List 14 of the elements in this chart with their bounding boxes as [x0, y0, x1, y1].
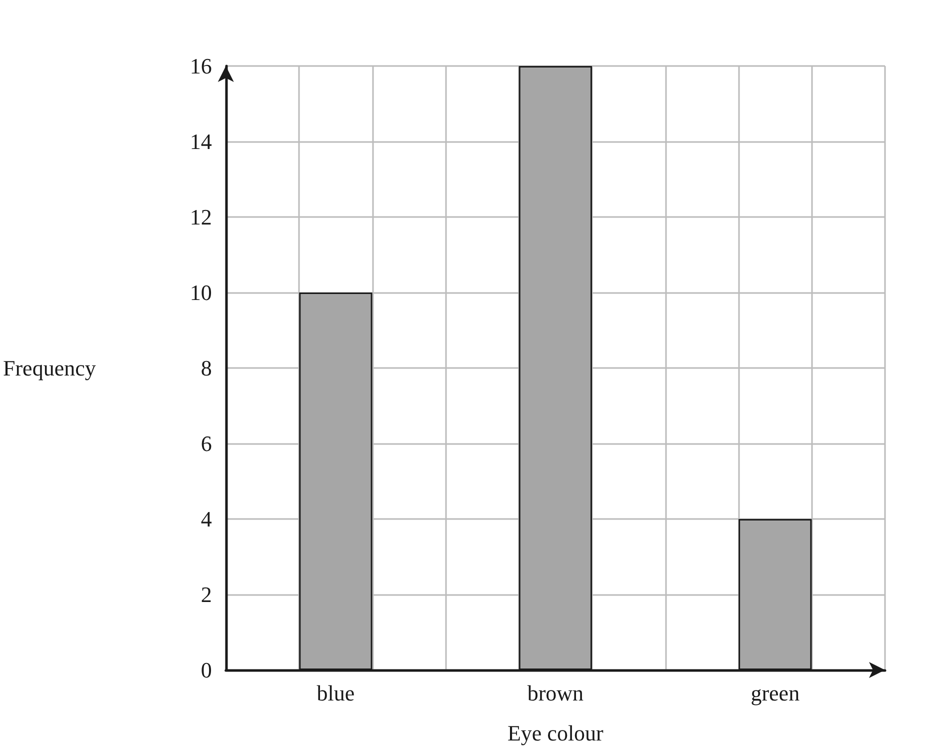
y-tick-label: 16: [190, 54, 212, 78]
y-tick-label: 8: [200, 356, 212, 380]
y-axis-title: Frequency: [2, 356, 96, 380]
x-axis-title: Eye colour: [507, 720, 604, 746]
y-tick-label: 4: [200, 506, 212, 532]
x-tick-label: brown: [527, 680, 584, 706]
x-tick-label: green: [750, 680, 800, 706]
y-tick-label: 14: [190, 129, 212, 154]
y-tick-label: 2: [200, 582, 212, 607]
y-tick-label: 0: [200, 658, 212, 682]
y-tick-label: 12: [190, 204, 212, 230]
y-tick-label: 10: [190, 280, 212, 305]
x-tick-label: blue: [316, 680, 355, 706]
y-tick-label: 6: [200, 431, 212, 456]
